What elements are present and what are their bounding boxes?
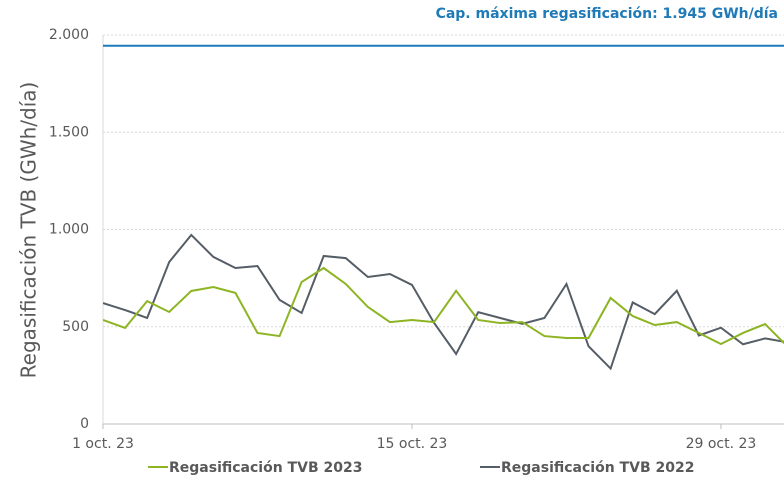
series-line bbox=[103, 266, 784, 346]
y-tick-label: 1.000 bbox=[49, 222, 89, 238]
annotation: Cap. máxima regasificación: 1.945 GWh/dí… bbox=[436, 6, 778, 22]
plot bbox=[103, 233, 784, 371]
y-axis-label: Regasificación TVB (GWh/día) bbox=[17, 82, 41, 379]
legend-label: Regasificación TVB 2022 bbox=[501, 460, 694, 476]
y-tick-label: 2.000 bbox=[49, 27, 89, 43]
x-tick-label: 29 oct. 23 bbox=[686, 436, 757, 452]
legend-label: Regasificación TVB 2023 bbox=[169, 460, 362, 476]
y-tick-label: 0 bbox=[80, 416, 89, 432]
x-tick-label: 1 oct. 23 bbox=[72, 436, 134, 452]
x-tick-label: 15 oct. 23 bbox=[377, 436, 448, 452]
series-line bbox=[103, 233, 784, 371]
y-tick-label: 500 bbox=[62, 319, 89, 335]
y-tick-label: 1.500 bbox=[49, 124, 89, 140]
